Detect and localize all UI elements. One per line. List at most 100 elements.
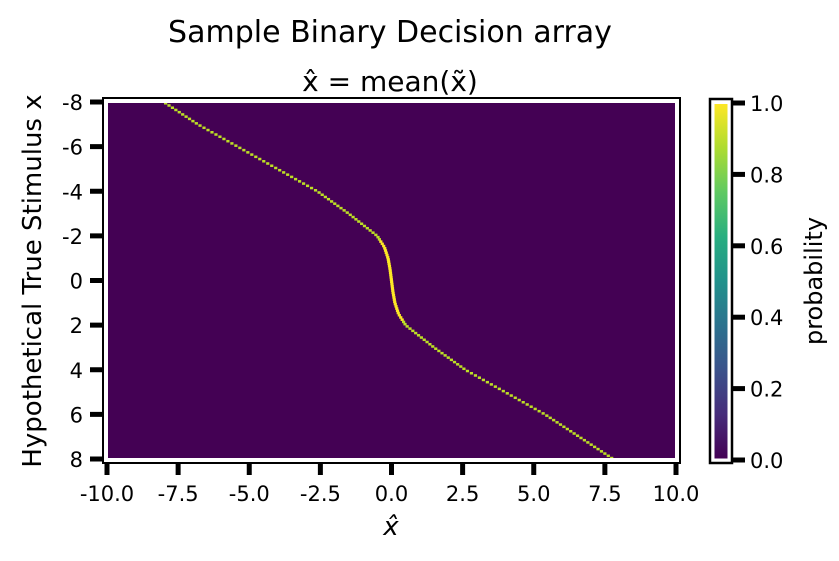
curve-cell <box>226 139 230 143</box>
curve-cell <box>385 253 389 257</box>
curve-cell <box>422 338 426 342</box>
colorbar-tick-label: 1.0 <box>750 92 783 116</box>
curve-cell <box>309 186 314 190</box>
x-tick-label: 2.5 <box>446 482 479 506</box>
curve-cell <box>374 233 378 237</box>
decision-curve <box>164 102 614 460</box>
curve-cell <box>469 371 474 375</box>
curve-cell <box>548 416 552 420</box>
curve-cell <box>254 155 258 159</box>
y-tick-label: -4 <box>62 180 83 204</box>
curve-cell <box>390 280 394 284</box>
x-tick-label: 5.0 <box>517 482 550 506</box>
curve-cell <box>326 197 331 201</box>
curve-cell <box>493 385 497 388</box>
curve-cell <box>210 131 214 134</box>
curve-cell <box>575 434 580 437</box>
curve-cell <box>191 119 195 123</box>
curve-cell <box>386 255 390 259</box>
curve-cell <box>395 309 400 313</box>
curve-cell <box>222 137 226 141</box>
curve-cell <box>533 407 537 411</box>
curve-cell <box>214 133 218 136</box>
colorbar-tick-label: 0.2 <box>750 378 783 402</box>
curve-cell <box>238 146 242 150</box>
curve-cell <box>391 291 395 295</box>
curve-cell <box>387 264 392 268</box>
y-tick-label: 0 <box>70 270 83 294</box>
y-tick-label: 8 <box>70 448 83 472</box>
curve-cell <box>389 273 393 277</box>
curve-cell <box>379 240 383 243</box>
curve-cell <box>440 351 444 355</box>
curve-cell <box>572 432 576 435</box>
curve-cell <box>206 128 210 132</box>
curve-cell <box>174 108 178 112</box>
curve-cell <box>579 436 583 440</box>
y-axis-label: Hypothetical True Stimulus x <box>18 94 48 467</box>
curve-cell <box>541 412 545 415</box>
curve-cell <box>513 396 517 400</box>
curve-cell <box>525 403 529 406</box>
curve-cell <box>390 284 394 288</box>
curve-cell <box>274 166 278 170</box>
curve-cell <box>599 450 604 453</box>
y-tick-label: -6 <box>62 136 83 160</box>
curve-cell <box>443 354 447 357</box>
curve-cell <box>565 427 569 431</box>
curve-cell <box>286 173 290 176</box>
curve-cell <box>387 262 391 266</box>
curve-cell <box>323 195 327 199</box>
curve-cell <box>365 226 369 230</box>
curve-cell <box>351 215 355 219</box>
curve-cell <box>388 269 392 272</box>
curve-cell <box>606 454 610 458</box>
curve-cell <box>313 189 318 192</box>
curve-cell <box>342 209 346 212</box>
colorbar-tick-label: 0.4 <box>750 306 783 330</box>
curve-cell <box>187 117 192 121</box>
curve-cell <box>434 347 438 350</box>
curve-cell <box>360 222 364 226</box>
curve-cell <box>419 336 423 339</box>
curve-cell <box>596 447 600 451</box>
curve-cell <box>485 380 489 384</box>
curve-cell <box>246 151 250 154</box>
curve-cell <box>167 104 171 107</box>
curve-cell <box>603 452 607 455</box>
x-axis-label: x̂ <box>382 512 399 542</box>
y-tick-label: 6 <box>70 403 83 427</box>
curve-cell <box>462 367 466 371</box>
curve-cell <box>452 360 457 364</box>
curve-cell <box>354 218 358 221</box>
curve-cell <box>389 276 393 279</box>
curve-cell <box>562 425 566 429</box>
curve-cell <box>437 349 441 353</box>
curve-cell <box>497 387 501 391</box>
curve-cell <box>586 441 590 444</box>
y-axis-ticks: -8 -6 -4 -2 0 2 4 6 8 <box>62 91 103 472</box>
colorbar-tick-label: 0.6 <box>750 235 783 259</box>
curve-cell <box>425 340 429 344</box>
x-tick-label: -10.0 <box>80 482 134 506</box>
curve-cell <box>401 320 406 324</box>
curve-cell <box>317 191 321 194</box>
curve-cell <box>218 135 222 138</box>
colorbar-ticks: 0.0 0.2 0.4 0.6 0.8 1.0 <box>732 92 783 473</box>
curve-cell <box>320 193 324 197</box>
curve-cell <box>339 206 343 210</box>
curve-cell <box>521 400 525 404</box>
curve-cell <box>250 153 254 156</box>
colorbar-tick-label: 0.0 <box>750 449 783 473</box>
curve-cell <box>333 202 337 205</box>
curve-cell <box>397 313 401 317</box>
curve-cell <box>258 157 262 161</box>
curve-cell <box>405 325 409 328</box>
curve-cell <box>446 356 450 359</box>
curve-cell <box>477 376 482 379</box>
curve-cell <box>505 392 509 395</box>
curve-cell <box>380 242 384 246</box>
curve-cell <box>170 106 175 109</box>
curve-cell <box>177 110 181 114</box>
